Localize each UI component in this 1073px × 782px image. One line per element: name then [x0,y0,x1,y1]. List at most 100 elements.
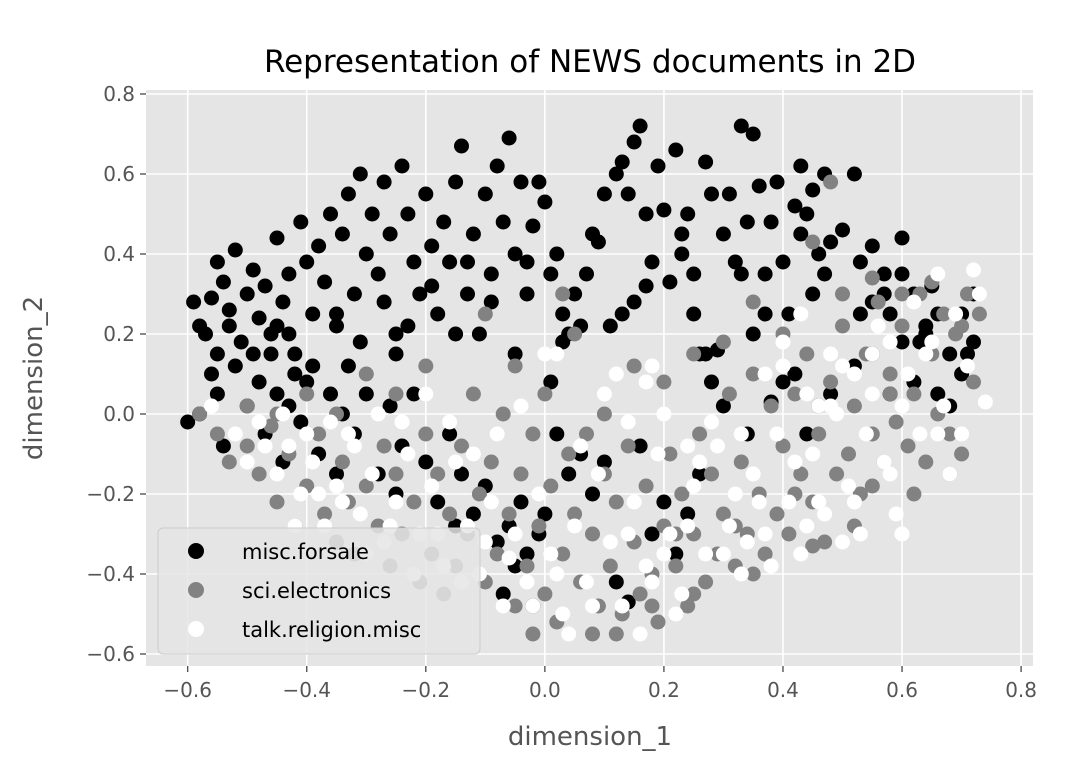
scatter-point [513,174,529,190]
scatter-point [745,566,761,582]
scatter-point [906,294,922,310]
scatter-point [757,546,773,562]
y-axis-label: dimension_2 [19,296,49,460]
scatter-point [614,598,630,614]
scatter-point [388,466,404,482]
scatter-point [281,326,297,342]
scatter-point [293,414,309,430]
scatter-point [525,598,541,614]
scatter-point [823,346,839,362]
scatter-point [942,346,958,362]
y-tick-label: −0.6 [86,642,135,666]
scatter-point [823,398,839,414]
scatter-point [817,534,833,550]
scatter-point [251,374,267,390]
scatter-point [549,346,565,362]
scatter-point [852,254,868,270]
scatter-point [620,526,636,542]
scatter-point [418,386,434,402]
scatter-point [626,134,642,150]
scatter-point [936,398,952,414]
scatter-point [894,230,910,246]
scatter-point [662,526,678,542]
scatter-point [769,426,785,442]
scatter-point [352,166,368,182]
x-tick-label: −0.6 [163,678,212,702]
scatter-point [543,546,559,562]
scatter-point [334,226,350,242]
scatter-point [924,334,940,350]
scatter-point [692,466,708,482]
scatter-point [209,426,225,442]
scatter-point [507,346,523,362]
scatter-point [465,446,481,462]
scatter-point [596,386,612,402]
scatter-point [394,414,410,430]
scatter-point [805,286,821,302]
legend-marker [188,543,204,559]
scatter-point [531,518,547,534]
scatter-point [739,214,755,230]
scatter-point [793,306,809,322]
scatter-point [406,386,422,402]
scatter-point [525,426,541,442]
scatter-point [537,386,553,402]
scatter-point [811,398,827,414]
scatter-point [745,126,761,142]
scatter-point [948,306,964,322]
scatter-point [900,438,916,454]
scatter-point [960,346,975,362]
scatter-point [638,478,654,494]
scatter-point [209,386,225,402]
scatter-point [751,178,767,194]
scatter-point [579,266,594,282]
scatter-point [954,446,970,462]
legend-marker [188,582,204,598]
scatter-point [340,426,356,442]
scatter-point [388,346,404,362]
scatter-point [537,506,553,522]
scatter-point [656,546,672,562]
scatter-point [549,426,565,442]
scatter-point [906,486,922,502]
scatter-point [614,306,630,322]
scatter-point [483,266,499,282]
scatter-point [519,546,535,562]
scatter-point [668,558,684,574]
scatter-point [626,358,642,374]
scatter-point [686,478,702,494]
scatter-point [531,174,547,190]
scatter-point [477,186,493,202]
scatter-point [567,518,583,534]
scatter-point [674,226,690,242]
scatter-point [775,438,791,454]
x-tick-label: 0.6 [886,678,918,702]
scatter-point [186,294,202,310]
scatter-point [358,246,374,262]
scatter-point [769,506,785,522]
scatter-point [245,262,261,278]
scatter-point [334,494,350,510]
scatter-point [918,346,934,362]
scatter-point [960,286,975,302]
scatter-point [275,294,291,310]
scatter-point [329,478,344,494]
scatter-point [513,494,529,510]
scatter-point [227,358,243,374]
x-tick-label: 0.8 [1005,678,1037,702]
scatter-point [930,426,946,442]
scatter-point [680,506,696,522]
scatter-point [614,154,630,170]
scatter-point [221,302,237,318]
scatter-point [971,306,987,322]
scatter-point [608,166,624,182]
scatter-point [448,174,464,190]
scatter-point [858,426,874,442]
scatter-point [382,398,398,414]
scatter-point [400,318,416,334]
scatter-point [239,454,255,470]
scatter-point [918,454,934,470]
scatter-point [870,294,886,310]
scatter-point [465,386,481,402]
scatter-point [698,546,714,562]
